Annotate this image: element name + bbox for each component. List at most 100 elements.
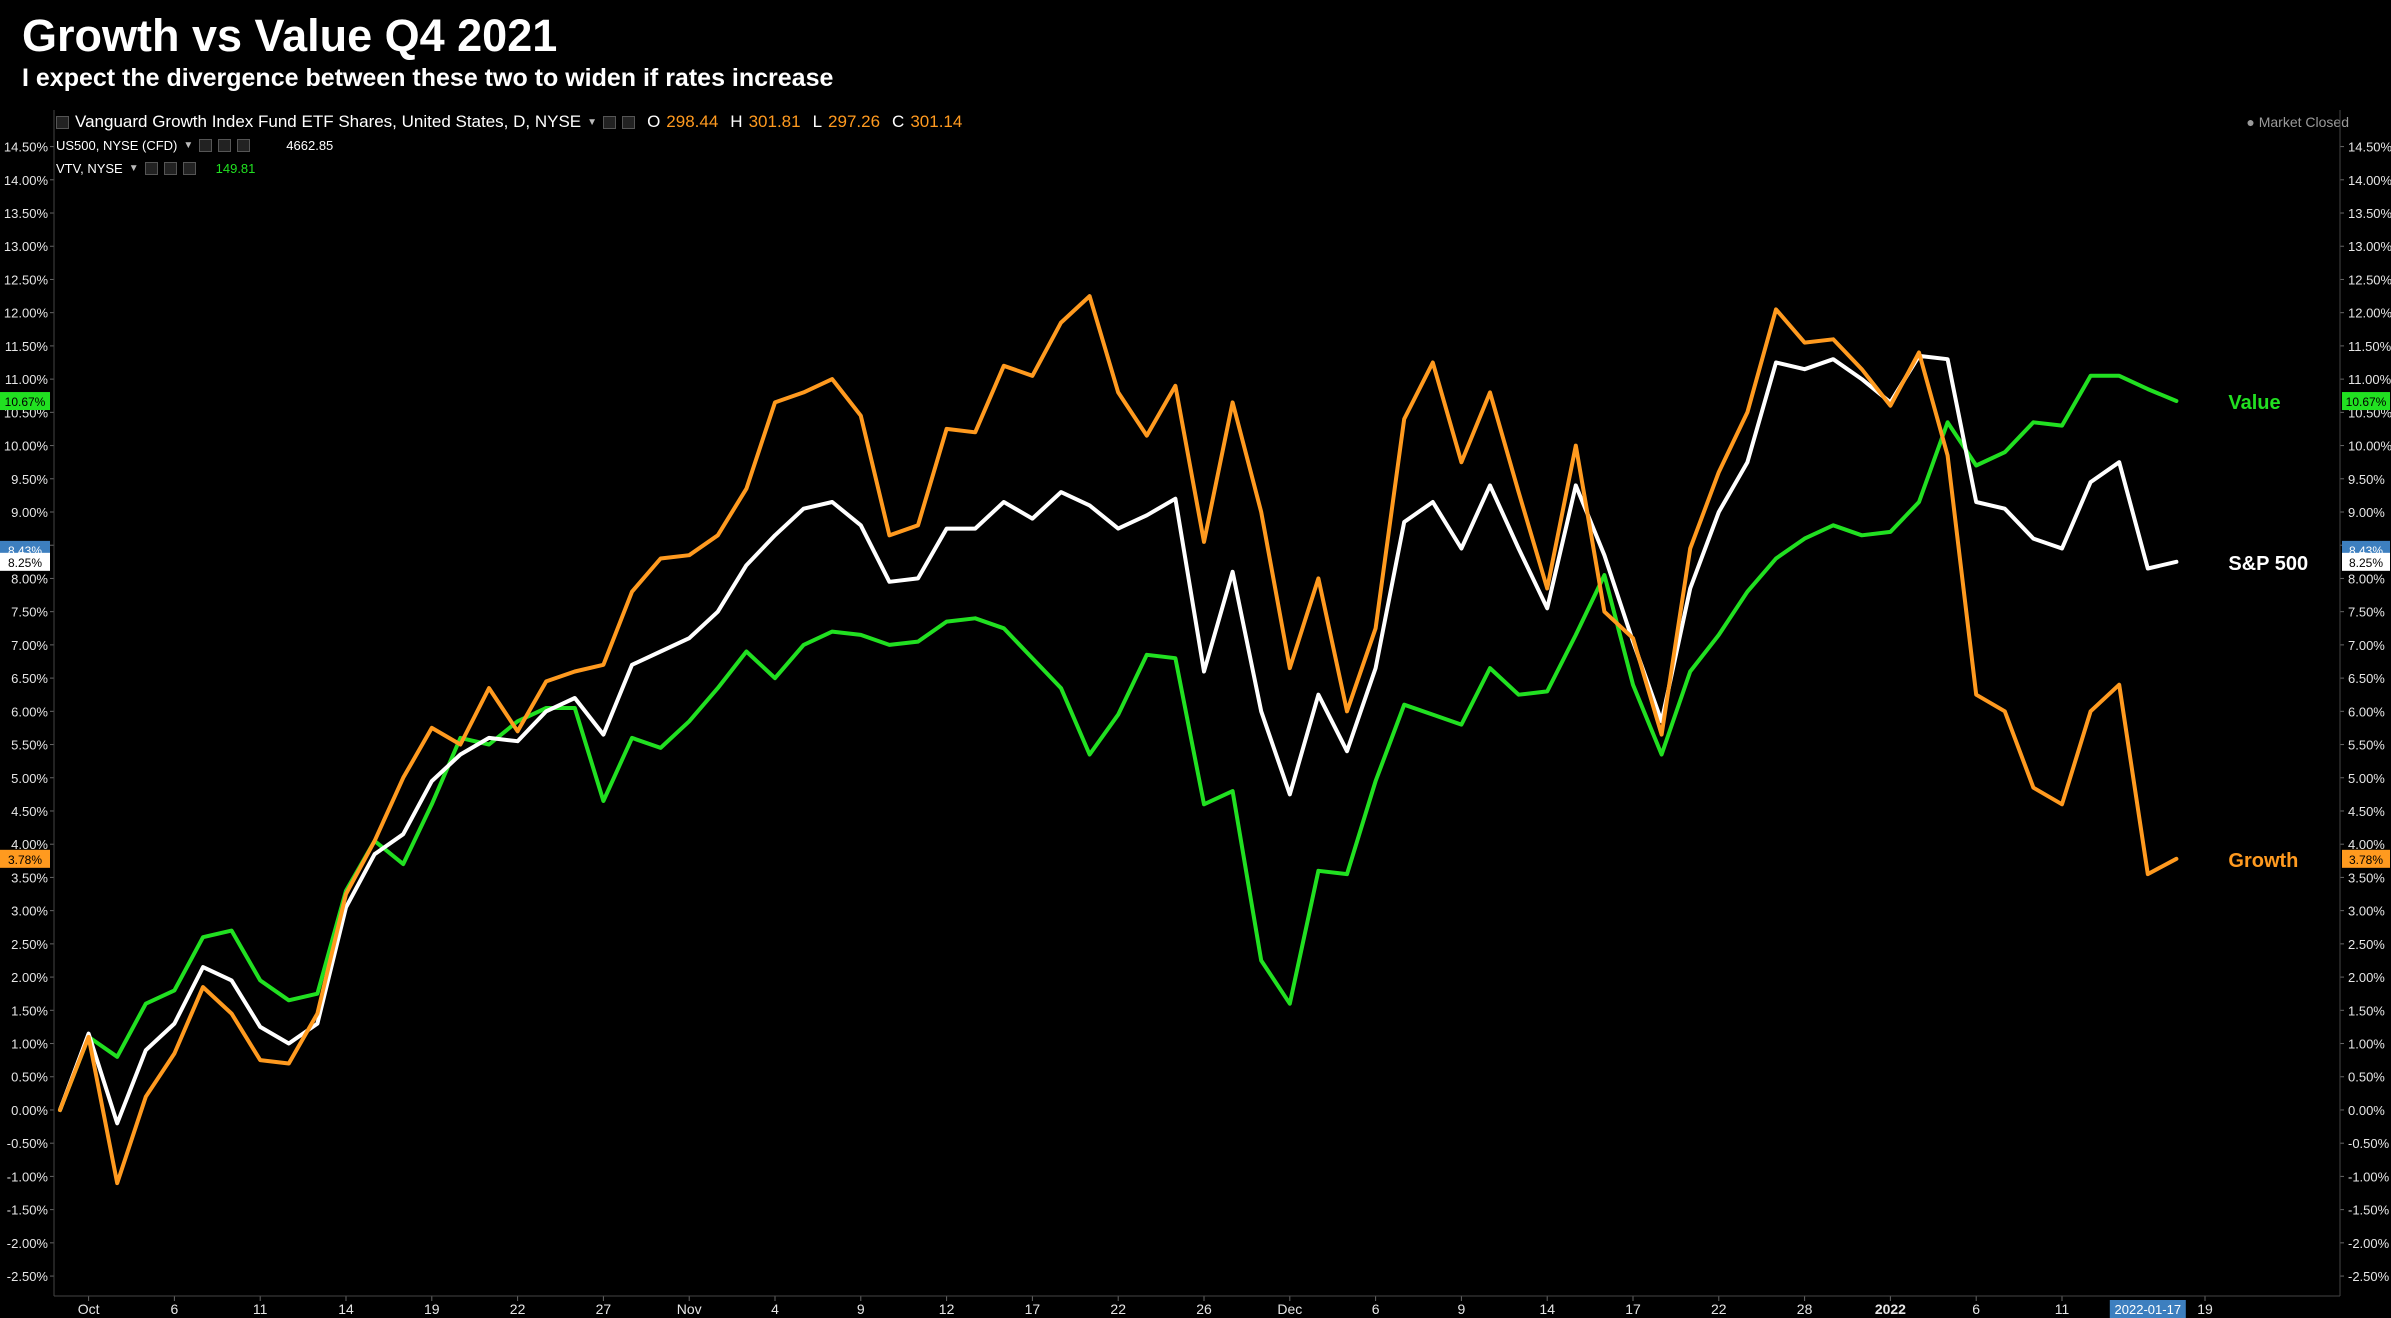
x-tick-label: 6	[1972, 1301, 1980, 1317]
y-tick-label-left: 1.50%	[11, 1003, 48, 1018]
x-tick-label: Dec	[1277, 1301, 1302, 1317]
price-badge-right	[2342, 849, 2390, 868]
y-tick-label-left: 4.00%	[11, 837, 48, 852]
x-tick-label: 2022	[1875, 1301, 1906, 1317]
x-tick-label: 17	[1625, 1301, 1641, 1317]
close-label: C	[892, 112, 905, 131]
chevron-down-icon[interactable]: ▼	[587, 116, 598, 128]
y-tick-label-right: 13.00%	[2348, 239, 2391, 254]
y-tick-label-right: 12.50%	[2348, 272, 2391, 287]
y-tick-label-left: 12.50%	[4, 272, 49, 287]
x-tick-label: 6	[171, 1301, 179, 1317]
y-tick-label-left: 11.50%	[5, 339, 49, 354]
y-tick-label-right: 9.50%	[2348, 472, 2385, 487]
y-tick-label-left: 0.50%	[11, 1070, 48, 1085]
settings-icon[interactable]	[163, 162, 177, 175]
y-axis-right: -2.50% -2.00% -1.50% -1.00% -0.50% 0.00% 0.50%…	[2340, 140, 2391, 1284]
x-tick-label: 19	[2197, 1301, 2213, 1317]
y-tick-label-left: 13.00%	[4, 239, 49, 254]
legend-compare1-value: 4662.85	[286, 138, 334, 153]
y-tick-label-left: 14.00%	[4, 173, 49, 188]
y-tick-label-right: 2.50%	[2348, 937, 2385, 952]
y-tick-label-left: 9.00%	[11, 505, 48, 520]
x-tick-label: 9	[1458, 1301, 1466, 1317]
collapse-icon[interactable]	[56, 115, 69, 129]
price-badge-right	[2342, 552, 2390, 571]
chevron-down-icon[interactable]: ▼	[183, 140, 194, 151]
x-tick-label: 14	[1539, 1301, 1555, 1317]
y-tick-label-left: -0.50%	[7, 1136, 49, 1151]
legend-compare2-value: 149.81	[215, 161, 256, 176]
y-tick-label-right: -2.00%	[2348, 1236, 2390, 1251]
close-icon[interactable]	[237, 139, 251, 152]
y-tick-label-left: 9.50%	[11, 472, 48, 487]
series-label-layer: Value S&P 500 Growth	[2228, 392, 2308, 872]
y-tick-label-left: 1.00%	[11, 1037, 48, 1052]
series-label-value: Value	[2228, 392, 2280, 414]
y-tick-label-left: -1.50%	[7, 1203, 49, 1218]
y-tick-label-right: 2.00%	[2348, 970, 2385, 985]
price-badge-left	[0, 392, 50, 411]
market-status: ● Market Closed	[2246, 114, 2349, 130]
price-badge-right	[2342, 392, 2390, 411]
high-label: H	[730, 112, 743, 131]
x-tick-label: Oct	[78, 1301, 100, 1317]
y-tick-label-left: -1.00%	[7, 1169, 49, 1184]
y-tick-label-left: 3.00%	[11, 904, 48, 919]
y-axis-left: -2.50% -2.00% -1.50% -1.00% -0.50% 0.00% 0.50%…	[4, 140, 54, 1284]
current-date-label: 2022-01-17	[2115, 1302, 2182, 1317]
y-tick-label-right: 14.50%	[2348, 140, 2391, 155]
y-tick-label-right: 14.00%	[2348, 173, 2391, 188]
legend-compare-vtv[interactable]: VTV, NYSE ▼ 149.81	[56, 161, 255, 176]
open-label: O	[647, 112, 661, 131]
visibility-toggle-icon[interactable]	[144, 162, 158, 175]
y-tick-label-right: 5.50%	[2348, 738, 2385, 753]
x-tick-label: 11	[2055, 1301, 2070, 1317]
price-badge-left-label: 3.78%	[8, 853, 42, 867]
price-badge-right-label: 8.25%	[2349, 556, 2383, 570]
x-tick-label: 6	[1372, 1301, 1380, 1317]
close-icon[interactable]	[182, 162, 196, 175]
y-tick-label-left: 5.00%	[11, 771, 48, 786]
y-tick-label-left: 2.50%	[11, 937, 48, 952]
price-badge-left	[0, 552, 50, 571]
y-tick-label-right: 6.50%	[2348, 671, 2385, 686]
x-tick-label: 27	[596, 1301, 612, 1317]
y-tick-label-left: 5.50%	[11, 738, 48, 753]
visibility-toggle-icon[interactable]	[603, 115, 617, 129]
price-badge-layer: 10.67% 10.67%8.43% 8.43%8.25% 8.25%3.78% 3.7…	[0, 392, 2390, 868]
x-tick-label: 22	[510, 1301, 526, 1317]
price-badge-left-label: 10.67%	[5, 395, 46, 409]
series-line-s-p-500	[58, 353, 2179, 1126]
y-tick-label-right: 7.50%	[2348, 605, 2385, 620]
settings-icon[interactable]	[218, 139, 232, 152]
y-tick-label-right: 4.00%	[2348, 837, 2385, 852]
y-tick-label-right: -2.50%	[2348, 1269, 2390, 1284]
price-badge-right-label: 3.78%	[2349, 853, 2383, 867]
y-tick-label-right: 0.50%	[2348, 1070, 2385, 1085]
y-tick-label-left: -2.00%	[7, 1236, 49, 1251]
y-tick-label-left: 12.00%	[4, 306, 49, 321]
y-tick-label-right: 3.00%	[2348, 904, 2385, 919]
y-tick-label-right: -0.50%	[2348, 1136, 2390, 1151]
page-title: Growth vs Value Q4 2021	[22, 10, 558, 61]
chevron-down-icon[interactable]: ▼	[128, 163, 139, 174]
x-tick-label: 28	[1797, 1301, 1813, 1317]
y-tick-label-left: 8.00%	[11, 571, 48, 586]
y-tick-label-right: 1.00%	[2348, 1037, 2385, 1052]
y-tick-label-left: 6.50%	[11, 671, 48, 686]
legend-compare-sp500[interactable]: US500, NYSE (CFD) ▼ 4662.85	[56, 138, 333, 153]
y-tick-label-left: -2.50%	[7, 1269, 49, 1284]
legend-compare1-name: US500, NYSE (CFD)	[56, 138, 178, 153]
settings-icon[interactable]	[622, 115, 636, 129]
y-tick-label-left: 7.00%	[11, 638, 48, 653]
y-tick-label-right: 13.50%	[2348, 206, 2391, 221]
legend-main-series[interactable]: Vanguard Growth Index Fund ETF Shares, U…	[56, 112, 962, 132]
x-tick-label: 26	[1196, 1301, 1212, 1317]
visibility-toggle-icon[interactable]	[199, 139, 213, 152]
x-axis: Oct 6 11 14 19 22 27 Nov 4 9 12 17 22 26 Dec 6 9 14 17 22 28…	[78, 1296, 2213, 1318]
x-tick-label: 22	[1711, 1301, 1727, 1317]
series-label-growth: Growth	[2228, 850, 2298, 872]
series-line-value	[58, 373, 2179, 1112]
